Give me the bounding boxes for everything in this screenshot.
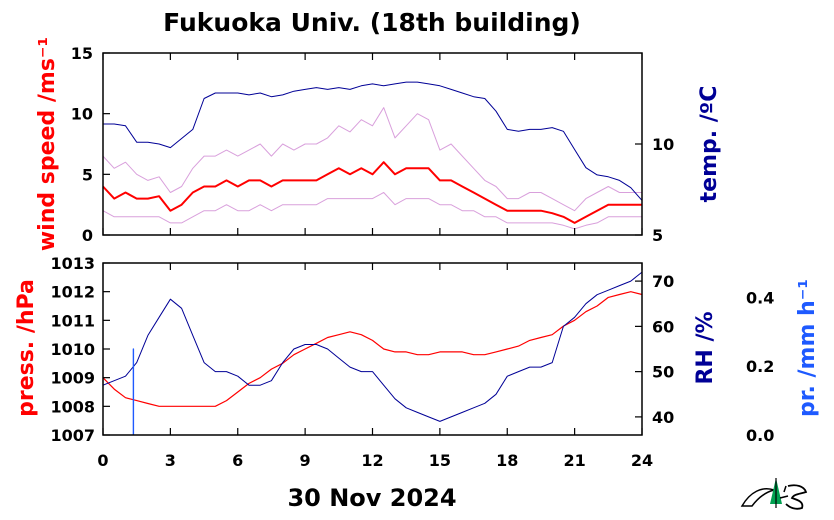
pressure-tick-label: 1009 — [50, 369, 95, 388]
temperature-tick-label: 5 — [652, 226, 663, 245]
wind-speed-tick-label: 15 — [71, 44, 93, 63]
series-line-gust-max — [102, 107, 642, 212]
gust-min-band — [102, 192, 642, 230]
x-axis-ticks: 0 3 6 9 12 15 18 21 24 — [97, 53, 653, 470]
temperature-axis-label: temp. /ºC — [697, 86, 722, 203]
series-line-humidity — [102, 271, 643, 422]
wind-speed-axis-label: wind speed /ms⁻¹ — [35, 37, 60, 251]
date-label: 30 Nov 2024 — [287, 484, 456, 512]
university-logo-icon — [740, 478, 808, 510]
wind-speed-tick-label: 0 — [82, 226, 93, 245]
pressure-humidity-panel: 1007 1008 1009 1010 1011 1012 1013 40 50 60 70 0.0 0… — [14, 254, 820, 445]
series-line-wind-speed — [102, 161, 642, 224]
precipitation-tick-label: 0.4 — [746, 288, 774, 307]
x-tick-label: 15 — [429, 451, 451, 470]
pressure-tick-label: 1013 — [50, 254, 95, 273]
pressure-tick-label: 1008 — [50, 397, 95, 416]
x-tick-label: 6 — [232, 451, 243, 470]
x-tick-label: 9 — [300, 451, 311, 470]
top-plot-frame — [102, 52, 643, 236]
series-line-gust-min — [102, 192, 642, 230]
pressure-tick-label: 1007 — [50, 426, 95, 445]
wind-temperature-panel: 0 5 10 15 5 10 wind speed /ms⁻¹ temp. /ºC — [35, 37, 722, 251]
x-tick-label: 3 — [165, 451, 176, 470]
gust-max-band — [102, 107, 642, 212]
temperature-tick-label: 10 — [652, 135, 674, 154]
pressure-tick-label: 1012 — [50, 283, 95, 302]
x-tick-label: 12 — [361, 451, 383, 470]
bottom-plot-frame — [102, 262, 643, 436]
precipitation-tick-label: 0.2 — [746, 357, 774, 376]
humidity-axis-label: RH /% — [693, 311, 718, 384]
x-tick-label: 24 — [631, 451, 653, 470]
wind-speed-tick-label: 5 — [82, 165, 93, 184]
wind-speed-tick-label: 10 — [71, 105, 93, 124]
x-tick-label: 0 — [97, 451, 108, 470]
humidity-tick-label: 60 — [652, 317, 674, 336]
precipitation-axis-label: pr. /mm h⁻¹ — [795, 279, 820, 417]
series-line-pressure — [102, 291, 643, 407]
series-line-temperature — [103, 81, 643, 201]
pressure-tick-label: 1011 — [50, 311, 95, 330]
x-tick-label: 18 — [496, 451, 518, 470]
humidity-tick-label: 50 — [652, 363, 674, 382]
bottom-axis-ticks: 1007 1008 1009 1010 1011 1012 1013 40 50 60 70 0.0 0… — [50, 254, 774, 445]
top-axis-ticks: 0 5 10 15 5 10 — [71, 44, 675, 245]
precipitation-tick-label: 0.0 — [746, 426, 774, 445]
humidity-tick-label: 40 — [652, 408, 674, 427]
pressure-tick-label: 1010 — [50, 340, 95, 359]
top-series-lines — [102, 81, 643, 224]
x-tick-label: 21 — [563, 451, 585, 470]
chart-title: Fukuoka Univ. (18th building) — [163, 8, 581, 37]
bottom-series-lines — [102, 271, 643, 435]
humidity-tick-label: 70 — [652, 272, 674, 291]
pressure-axis-label: press. /hPa — [14, 279, 39, 417]
